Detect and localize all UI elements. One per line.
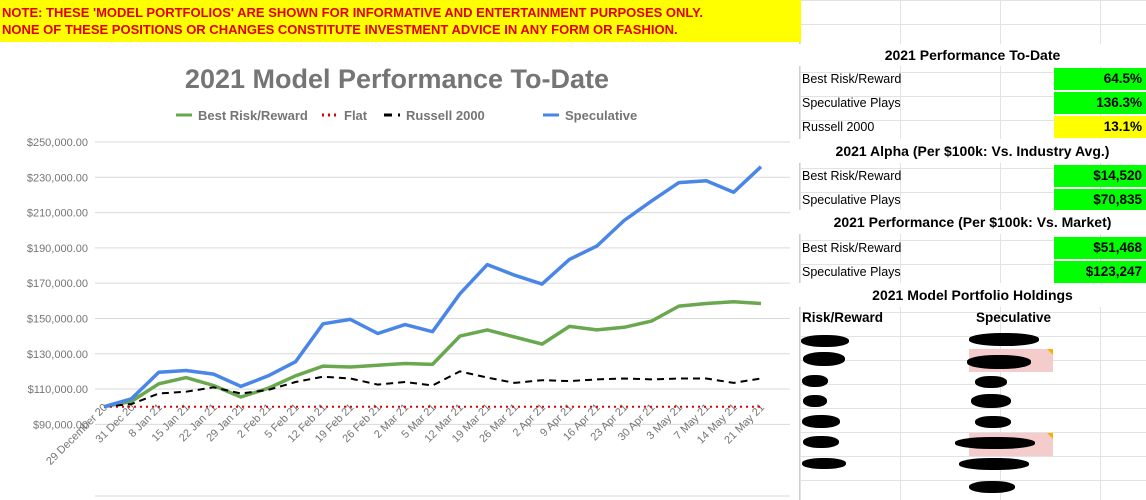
summary-row: Speculative Plays 136.3%: [799, 91, 1146, 115]
summary-row-label: Speculative Plays: [802, 193, 901, 207]
summary-row: Best Risk/Reward $14,520: [799, 164, 1146, 188]
chart-title: 2021 Model Performance To-Date: [185, 64, 609, 94]
perf-title: 2021 Performance To-Date: [799, 44, 1146, 66]
redaction-mark: [803, 436, 839, 448]
summary-row: Speculative Plays $123,247: [799, 260, 1146, 284]
summary-row-value: 136.3%: [1054, 92, 1146, 114]
summary-row-value: $14,520: [1054, 165, 1146, 187]
chart-svg: 2021 Model Performance To-Date Best Risk/…: [27, 64, 790, 497]
y-tick-label: $250,000.00: [27, 137, 88, 149]
comment-marker-icon[interactable]: [1047, 349, 1053, 355]
summary-row: Speculative Plays $70,835: [799, 188, 1146, 212]
summary-row-value: 64.5%: [1054, 68, 1146, 90]
legend-label: Speculative: [565, 108, 637, 123]
summary-row-value: $51,468: [1054, 237, 1146, 259]
y-tick-label: $130,000.00: [27, 349, 88, 361]
redaction-mark: [801, 335, 849, 347]
alpha-title: 2021 Alpha (Per $100k: Vs. Industry Avg.…: [799, 139, 1146, 163]
redaction-mark: [975, 376, 1007, 388]
redaction-mark: [969, 333, 1039, 346]
redaction-mark: [969, 481, 1015, 493]
redaction-mark: [967, 355, 1031, 369]
summary-row-label: Russell 2000: [802, 120, 875, 134]
summary-row-label: Best Risk/Reward: [802, 72, 902, 86]
summary-row: Best Risk/Reward 64.5%: [799, 67, 1146, 91]
redaction-mark: [802, 458, 846, 469]
series-line: [103, 299, 762, 409]
holdings-col-speculative: Speculative: [976, 310, 1052, 325]
summary-row-value: $123,247: [1054, 261, 1146, 283]
redaction-mark: [975, 416, 1011, 428]
summary-row-label: Speculative Plays: [802, 265, 901, 279]
redaction-mark: [803, 395, 827, 407]
summary-row: Russell 2000 13.1%: [799, 115, 1146, 139]
legend-label: Best Risk/Reward: [198, 108, 308, 123]
y-tick-label: $150,000.00: [27, 313, 88, 325]
redaction-mark: [959, 458, 1029, 470]
market-title: 2021 Performance (Per $100k: Vs. Market): [799, 210, 1146, 234]
summary-row-value: $70,835: [1054, 189, 1146, 211]
legend-label: Flat: [344, 108, 368, 123]
series-line: [103, 165, 763, 409]
y-tick-label: $90,000.00: [33, 419, 88, 431]
summary-panel: 2021 Performance To-Date Best Risk/Rewar…: [799, 0, 1146, 500]
y-tick-label: $190,000.00: [27, 243, 88, 255]
y-tick-label: $110,000.00: [28, 384, 88, 396]
summary-row-label: Best Risk/Reward: [802, 241, 902, 255]
holdings-col-risk-reward: Risk/Reward: [802, 310, 884, 325]
redaction-mark: [971, 394, 1011, 408]
redaction-mark: [802, 415, 840, 428]
holdings-title: 2021 Model Portfolio Holdings: [799, 283, 1146, 307]
redaction-mark: [802, 375, 828, 387]
performance-chart[interactable]: 2021 Model Performance To-Date Best Risk/…: [0, 42, 800, 500]
summary-row-label: Speculative Plays: [802, 96, 901, 110]
disclaimer-note: NOTE: THESE 'MODEL PORTFOLIOS' ARE SHOWN…: [0, 0, 801, 42]
legend-label: Russell 2000: [406, 108, 485, 123]
y-tick-label: $210,000.00: [27, 208, 88, 220]
disclaimer-line-1: NOTE: THESE 'MODEL PORTFOLIOS' ARE SHOWN…: [2, 5, 703, 20]
summary-row-label: Best Risk/Reward: [802, 169, 902, 183]
comment-marker-icon[interactable]: [1047, 433, 1053, 439]
series-line: [103, 370, 762, 408]
summary-row: Best Risk/Reward $51,468: [799, 236, 1146, 260]
y-tick-label: $230,000.00: [27, 172, 88, 184]
redaction-mark: [955, 437, 1035, 449]
redaction-mark: [803, 352, 845, 366]
y-tick-label: $170,000.00: [27, 278, 88, 290]
summary-row-value: 13.1%: [1054, 116, 1146, 138]
disclaimer-line-2: NONE OF THESE POSITIONS OR CHANGES CONST…: [2, 22, 678, 37]
